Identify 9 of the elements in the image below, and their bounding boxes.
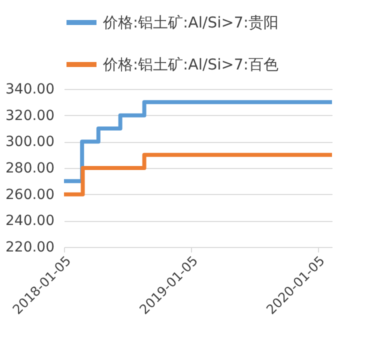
y-tick-label: 240.00 <box>6 213 54 230</box>
y-tick-label: 320.00 <box>6 108 54 124</box>
y-tick-label: 260.00 <box>6 186 54 203</box>
y-tick-label: 300.00 <box>6 134 54 150</box>
y-tick-label: 220.00 <box>6 240 54 256</box>
legend-label: 价格:铝土矿:Al/Si>7:贵阳 <box>102 14 278 32</box>
legend-label: 价格:铝土矿:Al/Si>7:百色 <box>102 56 278 74</box>
y-tick-label: 340.00 <box>6 82 54 98</box>
y-tick-label: 280.00 <box>6 160 54 176</box>
